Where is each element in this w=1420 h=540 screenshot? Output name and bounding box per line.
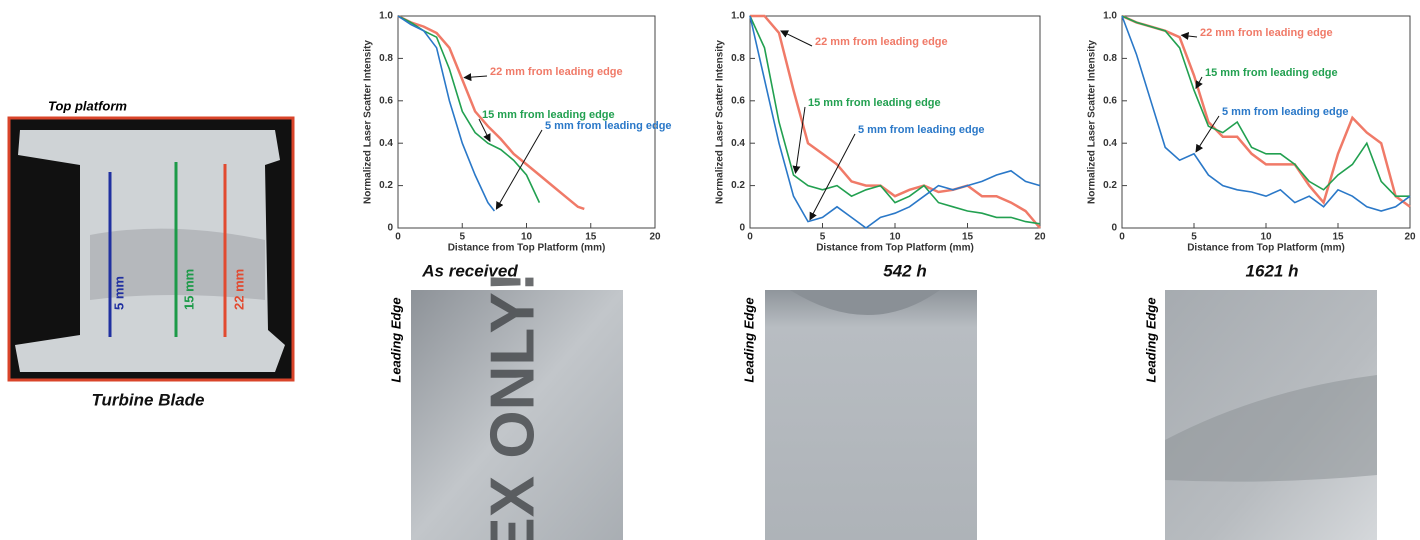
series-line: [1121, 15, 1410, 197]
series-line: [749, 15, 1041, 229]
x-tick-label: 0: [747, 232, 753, 243]
x-tick-label: 5: [459, 232, 465, 243]
y-tick-label: 0: [739, 223, 745, 234]
x-tick-label: 0: [1119, 232, 1125, 243]
y-axis-label: Normalized Laser Scatter Intensity: [715, 40, 726, 204]
y-tick-label: 0: [387, 223, 393, 234]
y-tick-label: 1.0: [731, 11, 745, 22]
blade-line-label: 22 mm: [231, 269, 246, 310]
photo: [765, 290, 977, 540]
series-line: [397, 15, 496, 212]
y-tick-label: 1.0: [1103, 11, 1117, 22]
annotation-arrow: [809, 133, 856, 221]
blade-caption: Turbine Blade: [91, 390, 204, 409]
x-tick-label: 10: [889, 232, 901, 243]
x-tick-label: 10: [521, 232, 533, 243]
annotation-arrow: [1180, 32, 1198, 40]
annotation-arrow: [1195, 115, 1220, 153]
x-tick-label: 20: [1034, 232, 1046, 243]
photo: [411, 290, 623, 540]
series-label: 5 mm from leading edge: [545, 120, 672, 132]
annotation-arrow: [780, 30, 813, 47]
photo-detail: [790, 290, 940, 315]
photo-detail: [1165, 375, 1377, 482]
y-axis-label: Normalized Laser Scatter Intensity: [363, 40, 374, 204]
series-line: [397, 14, 585, 211]
series-label: 22 mm from leading edge: [1200, 27, 1333, 39]
y-tick-label: 1.0: [379, 11, 393, 22]
y-tick-label: 0.2: [379, 180, 393, 191]
series-line: [1121, 15, 1411, 212]
series-line: [749, 15, 1041, 225]
x-axis-label: Distance from Top Platform (mm): [448, 243, 606, 254]
x-tick-label: 20: [649, 232, 661, 243]
series-label: 22 mm from leading edge: [490, 66, 623, 78]
y-tick-label: 0.8: [379, 53, 393, 64]
x-axis-label: Distance from Top Platform (mm): [1187, 243, 1345, 254]
y-tick-label: 0.2: [731, 180, 745, 191]
y-tick-label: 0.8: [731, 53, 745, 64]
series-label: 5 mm from leading edge: [858, 124, 985, 136]
x-tick-label: 10: [1260, 232, 1272, 243]
series-line: [750, 14, 1041, 229]
panel-caption: 1621 h: [1246, 261, 1299, 280]
blade-label: Top platform: [48, 98, 127, 113]
series-label: 15 mm from leading edge: [482, 109, 615, 121]
y-tick-label: 0.4: [379, 138, 393, 149]
y-tick-label: 0.6: [731, 95, 745, 106]
panel-caption: As received: [421, 261, 518, 280]
blade-line-label: 5 mm: [111, 276, 126, 310]
image-label: Leading Edge: [1143, 297, 1158, 382]
annotation-arrow: [495, 129, 543, 210]
y-tick-label: 0.2: [1103, 180, 1117, 191]
x-tick-label: 15: [585, 232, 597, 243]
x-tick-label: 15: [962, 232, 974, 243]
photo-text: EX ONLY!: [478, 271, 547, 540]
y-tick-label: 0.6: [1103, 95, 1117, 106]
annotation-arrow: [478, 118, 491, 143]
x-tick-label: 5: [820, 232, 826, 243]
panel-caption: 542 h: [883, 261, 926, 280]
series-label: 22 mm from leading edge: [815, 36, 948, 48]
blade-picture: 5 mm 15 mm 22 mm: [7, 116, 295, 382]
series-label: 5 mm from leading edge: [1222, 106, 1349, 118]
x-tick-label: 15: [1332, 232, 1344, 243]
series-label: 15 mm from leading edge: [808, 97, 941, 109]
x-tick-label: 20: [1404, 232, 1416, 243]
image-label: Leading Edge: [388, 297, 403, 382]
series-label: 15 mm from leading edge: [1205, 67, 1338, 79]
y-tick-label: 0.4: [1103, 138, 1117, 149]
x-tick-label: 5: [1191, 232, 1197, 243]
series-line: [1121, 14, 1411, 208]
blade-line-label: 15 mm: [181, 269, 196, 310]
y-axis-label: Normalized Laser Scatter Intensity: [1087, 40, 1098, 204]
x-tick-label: 0: [395, 232, 401, 243]
y-tick-label: 0.4: [731, 138, 745, 149]
image-label: Leading Edge: [741, 297, 756, 382]
annotation-arrow: [792, 106, 806, 174]
y-tick-label: 0: [1111, 223, 1117, 234]
x-axis-label: Distance from Top Platform (mm): [816, 243, 974, 254]
y-tick-label: 0.6: [379, 95, 393, 106]
annotation-arrow: [463, 73, 488, 82]
annotation-arrow: [1195, 76, 1203, 90]
y-tick-label: 0.8: [1103, 53, 1117, 64]
